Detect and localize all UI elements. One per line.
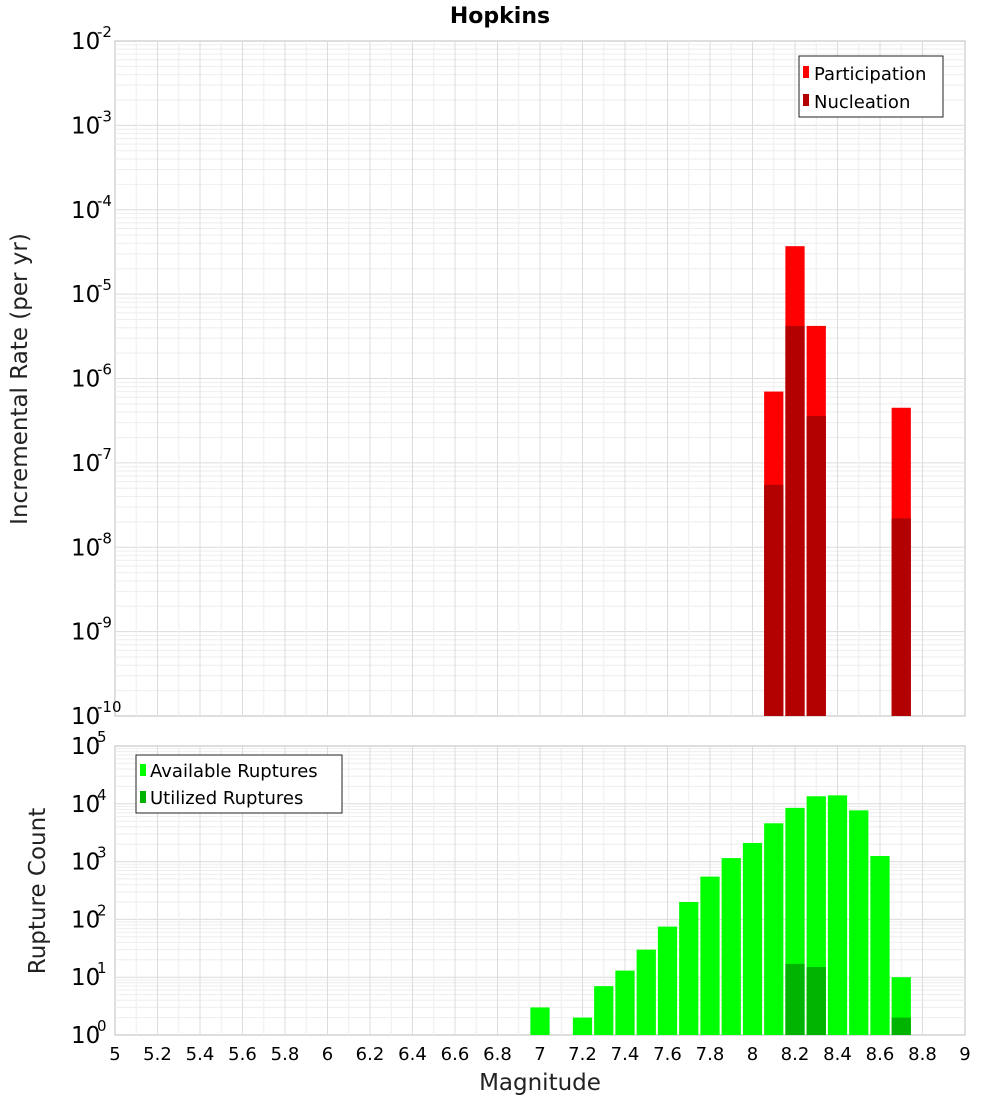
y-tick-exponent: -2	[97, 23, 112, 41]
bar-available-ruptures-8-4	[827, 795, 848, 1035]
top-grid	[115, 41, 965, 716]
y-tick-label: 10	[71, 451, 100, 477]
legend-swatch-utilized-ruptures	[140, 791, 146, 803]
x-tick-label: 9	[959, 1044, 970, 1065]
y-tick-label: 10	[71, 367, 100, 393]
bar-available-ruptures-7-8	[700, 876, 720, 1035]
legend-swatch-available-ruptures	[140, 764, 146, 776]
bar-available-ruptures-7-5	[636, 949, 656, 1035]
y-tick-exponent: -8	[97, 529, 112, 547]
x-tick-label: 8.4	[823, 1044, 852, 1065]
y-tick-exponent: -10	[97, 698, 122, 716]
bar-available-ruptures-7-6	[657, 926, 678, 1035]
y-tick-exponent: -9	[97, 614, 112, 632]
bar-nucleation-8-1	[764, 484, 784, 716]
x-tick-label: 6	[322, 1044, 333, 1065]
chart-title: Hopkins	[450, 4, 550, 29]
bar-available-ruptures-8	[742, 842, 763, 1035]
y-tick-exponent: -5	[97, 276, 112, 294]
y-tick-exponent: -6	[97, 361, 112, 379]
x-ticks: 5 5.2 5.4 5.6 5.8 6 6.2 6.4 6.6 6.8 7 7.2 7.4 7.6 7.8 8…	[109, 1044, 970, 1065]
y-tick-label: 10	[71, 704, 100, 730]
y-tick-exponent: -3	[97, 107, 112, 125]
y-tick-label: 10	[71, 792, 100, 818]
legend-label-nucleation: Nucleation	[814, 92, 910, 113]
bar-utilized-ruptures-8-3	[806, 967, 826, 1035]
x-tick-label: 8.8	[908, 1044, 937, 1065]
bottom-legend-box	[135, 754, 343, 814]
x-tick-label: 5.4	[186, 1044, 215, 1065]
y-tick-exponent: 0	[97, 1017, 107, 1035]
legend-swatch-nucleation	[803, 94, 809, 106]
x-tick-label: 7.8	[696, 1044, 725, 1065]
bar-available-ruptures-7-3	[594, 986, 614, 1035]
top-legend-box	[798, 55, 944, 118]
x-tick-label: 6.8	[483, 1044, 512, 1065]
y-tick-label: 10	[71, 620, 100, 646]
bar-available-ruptures-7-4	[615, 970, 635, 1035]
top-bars	[764, 246, 911, 716]
legend-label-utilized-ruptures: Utilized Ruptures	[150, 788, 303, 809]
y-tick-exponent: 1	[97, 959, 107, 977]
bar-utilized-ruptures-8-2	[785, 963, 805, 1035]
bar-available-ruptures-8-1	[764, 823, 784, 1035]
top-legend: Participation Nucleation	[798, 55, 944, 118]
bar-available-ruptures-8-5	[849, 810, 869, 1035]
x-tick-label: 6.2	[356, 1044, 385, 1065]
x-tick-label: 7	[534, 1044, 545, 1065]
legend-label-available-ruptures: Available Ruptures	[150, 761, 318, 782]
bar-nucleation-8-7	[891, 518, 911, 716]
x-tick-label: 7.4	[611, 1044, 640, 1065]
bar-available-ruptures-7-2	[572, 1017, 593, 1035]
y-tick-label: 10	[71, 113, 100, 139]
y-tick-exponent: 4	[97, 786, 107, 804]
y-tick-label: 10	[71, 198, 100, 224]
x-tick-label: 5.2	[143, 1044, 172, 1065]
bar-nucleation-8-3	[806, 415, 826, 716]
bar-available-ruptures-7-9	[721, 858, 741, 1035]
bar-utilized-ruptures-8-7	[891, 1017, 911, 1035]
x-tick-label: 8.6	[866, 1044, 895, 1065]
y-tick-exponent: -4	[97, 192, 112, 210]
y-tick-label: 10	[71, 1023, 100, 1049]
top-y-axis-label: Incremental Rate (per yr)	[7, 233, 33, 525]
x-axis-label: Magnitude	[479, 1070, 601, 1096]
bar-available-ruptures-8-6	[870, 855, 890, 1035]
y-tick-label: 10	[71, 965, 100, 991]
y-tick-exponent: -7	[97, 445, 112, 463]
bar-nucleation-8-2	[785, 325, 805, 716]
x-tick-label: 5	[109, 1044, 120, 1065]
y-tick-label: 10	[71, 850, 100, 876]
y-tick-label: 10	[71, 734, 100, 760]
x-tick-label: 6.4	[398, 1044, 427, 1065]
y-tick-label: 10	[71, 29, 100, 55]
x-tick-label: 5.6	[228, 1044, 257, 1065]
legend-label-participation: Participation	[814, 64, 926, 85]
y-tick-exponent: 2	[97, 901, 107, 919]
bottom-legend: Available Ruptures Utilized Ruptures	[135, 754, 343, 814]
legend-swatch-participation	[803, 66, 809, 78]
bar-available-ruptures-7-7	[679, 902, 699, 1035]
y-tick-label: 10	[71, 535, 100, 561]
y-tick-exponent: 5	[97, 728, 107, 746]
bottom-y-axis-label: Rupture Count	[25, 808, 51, 974]
x-tick-label: 6.6	[441, 1044, 470, 1065]
x-tick-label: 8	[747, 1044, 758, 1065]
y-tick-exponent: 3	[97, 844, 107, 862]
x-tick-label: 8.2	[781, 1044, 810, 1065]
bottom-bars	[530, 795, 911, 1035]
x-tick-label: 5.8	[271, 1044, 300, 1065]
y-tick-label: 10	[71, 282, 100, 308]
bar-available-ruptures-7	[530, 1007, 550, 1035]
y-tick-label: 10	[71, 907, 100, 933]
x-tick-label: 7.2	[568, 1044, 597, 1065]
x-tick-label: 7.6	[653, 1044, 682, 1065]
